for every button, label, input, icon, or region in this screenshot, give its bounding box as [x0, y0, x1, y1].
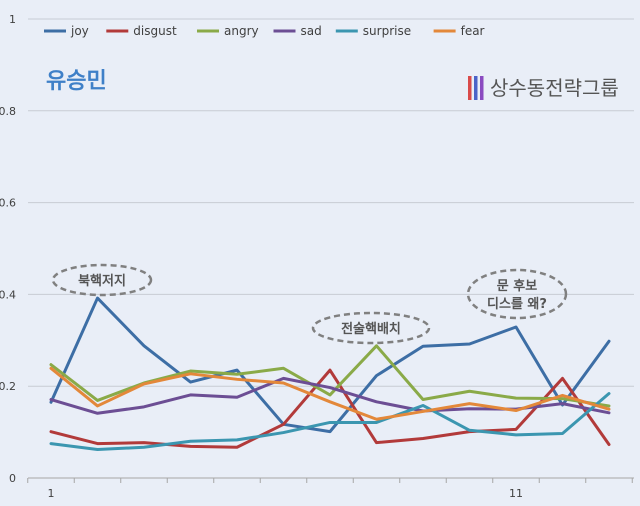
legend-label-surprise: surprise [363, 24, 411, 38]
legend-label-joy: joy [70, 24, 89, 38]
x-axis: 1 11 [27, 478, 633, 500]
series-line-disgust [49, 368, 611, 449]
series-line-angry [49, 344, 611, 408]
y-tick-label: 0.4 [0, 288, 16, 301]
annotation-text: 디스를 왜? [487, 296, 547, 312]
legend-label-disgust: disgust [133, 24, 177, 38]
legend: joy disgust angry sad surprise fear [44, 24, 485, 38]
annotation-ellipse [466, 268, 568, 320]
x-tick-label: 11 [509, 487, 523, 500]
brand-logo: 상수동전략그룹 [468, 76, 619, 100]
annotation-text: 전술핵배치 [341, 321, 401, 337]
series-line-fear [49, 366, 611, 421]
series-line-joy [49, 296, 611, 434]
brand-bar [468, 76, 472, 100]
y-axis-labels: 0 0.2 0.4 0.6 0.8 1 [0, 13, 16, 485]
gridlines [28, 18, 634, 479]
y-tick-label: 1 [9, 13, 16, 26]
brand-bar [474, 76, 478, 100]
brand-bar [480, 76, 484, 100]
x-tick-label: 1 [48, 487, 55, 500]
y-tick-label: 0.6 [0, 197, 16, 210]
series-lines [49, 296, 611, 452]
annotation-text: 문 후보 [497, 278, 537, 294]
series-line-surprise [49, 392, 611, 452]
y-tick-label: 0.8 [0, 105, 16, 118]
brand-name: 상수동전략그룹 [490, 76, 619, 100]
annotation-ellipse [311, 311, 431, 345]
y-tick-label: 0.2 [0, 380, 16, 393]
annotation-text: 북핵저지 [78, 273, 126, 289]
annotation-ellipse [51, 263, 153, 297]
legend-label-angry: angry [224, 24, 259, 38]
person-name: 유승민 [46, 69, 107, 94]
y-tick-label: 0 [9, 472, 16, 485]
legend-label-sad: sad [301, 24, 322, 38]
legend-label-fear: fear [461, 24, 485, 38]
